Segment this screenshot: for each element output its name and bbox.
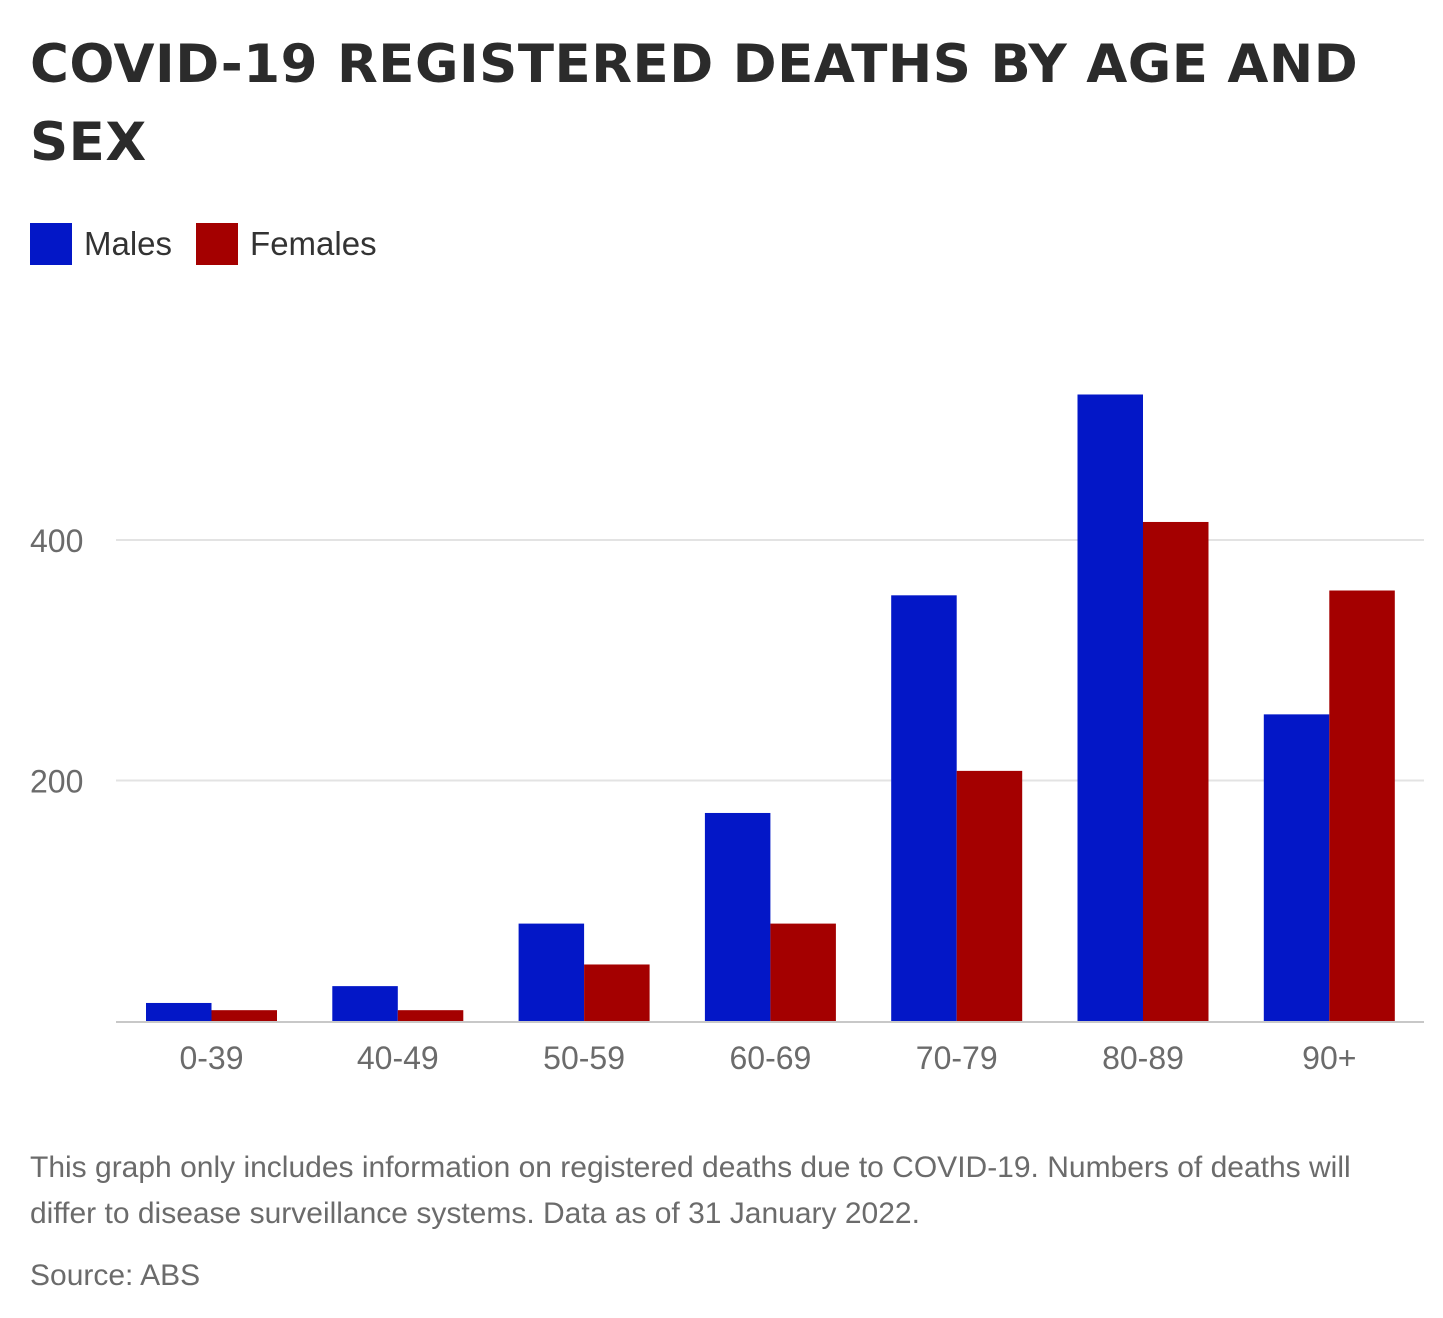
bar-females-40-49 — [397, 1010, 464, 1021]
legend-swatch-females — [196, 223, 239, 265]
legend-swatch-males — [30, 223, 72, 265]
bar-females-70-79 — [956, 770, 1023, 1021]
bar-females-50-59 — [584, 964, 650, 1021]
chart-source: Source: ABS — [30, 1259, 201, 1292]
legend-item-males: Males — [30, 223, 172, 265]
bar-males-60-69 — [704, 812, 771, 1021]
chart-legend: Males Females — [30, 222, 401, 266]
bar-males-80-89 — [1077, 394, 1143, 1021]
x-tick-label-0-39: 0-39 — [179, 1040, 243, 1076]
x-tick-label-80-89: 80-89 — [1102, 1040, 1184, 1076]
x-tick-label-90+: 90+ — [1302, 1040, 1356, 1076]
bar-females-80-89 — [1143, 521, 1209, 1021]
x-tick-label-40-49: 40-49 — [357, 1040, 439, 1076]
bar-chart: 200 400 0-39 40-49 50-59 60-69 70-79 80-89 90+ — [30, 394, 1424, 1076]
bar-males-90+ — [1263, 714, 1330, 1021]
chart-title: COVID-19 REGISTERED DEATHS BY AGE AND SE… — [30, 34, 1359, 173]
x-tick-label-60-69: 60-69 — [729, 1040, 811, 1076]
legend-label-females: Females — [250, 225, 377, 262]
y-tick-label-400: 400 — [30, 523, 83, 559]
bar-males-50-59 — [518, 923, 585, 1021]
legend-item-females: Females — [196, 223, 377, 265]
y-tick-label-200: 200 — [30, 764, 83, 800]
bar-males-0-39 — [146, 1002, 212, 1021]
chart-footnote: This graph only includes information on … — [30, 1151, 1351, 1230]
x-tick-label-70-79: 70-79 — [916, 1040, 998, 1076]
legend-label-males: Males — [84, 225, 173, 262]
bar-males-70-79 — [891, 595, 957, 1021]
bar-males-40-49 — [332, 986, 398, 1021]
bar-females-0-39 — [211, 1010, 277, 1021]
bar-females-60-69 — [770, 923, 836, 1021]
bar-females-90+ — [1329, 590, 1395, 1021]
x-tick-label-50-59: 50-59 — [543, 1040, 625, 1076]
